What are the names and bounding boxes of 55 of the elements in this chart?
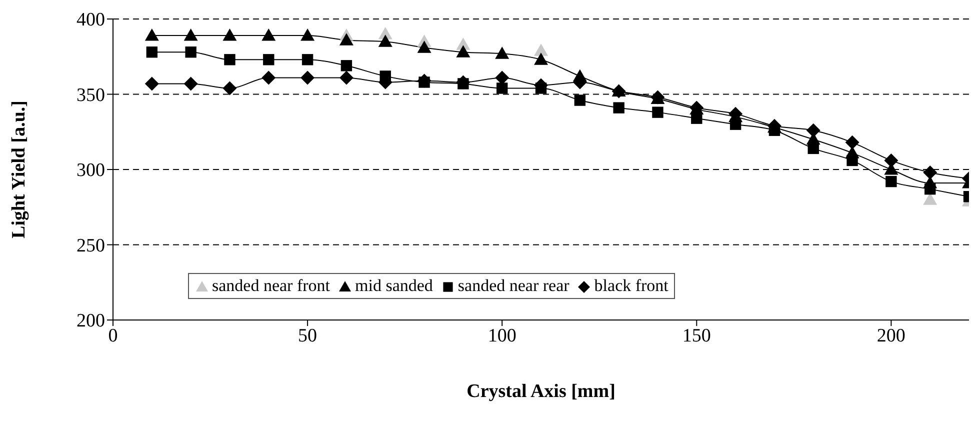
x-tick-label: 150	[682, 325, 711, 346]
point	[534, 52, 548, 65]
point	[886, 176, 897, 188]
y-tick-label: 300	[76, 160, 105, 182]
x-axis-title: Crystal Axis [mm]	[466, 381, 616, 402]
point	[924, 183, 936, 195]
y-axis-title: Light Yield [a.u.]	[8, 100, 30, 238]
point	[495, 46, 510, 59]
point	[339, 33, 354, 46]
legend-label: sanded near rear	[458, 276, 570, 296]
point	[144, 28, 159, 41]
point	[262, 70, 276, 85]
point	[806, 123, 820, 138]
point	[574, 94, 586, 106]
legend-label: mid sanded	[355, 276, 433, 296]
point	[184, 28, 198, 41]
point	[495, 70, 510, 85]
point	[456, 75, 470, 90]
point	[496, 82, 508, 94]
point	[845, 135, 860, 150]
point	[224, 54, 236, 66]
point	[456, 45, 470, 58]
point	[144, 76, 159, 91]
point	[534, 44, 548, 56]
point	[340, 60, 352, 72]
y-tick-label: 400	[76, 10, 105, 31]
point	[185, 46, 196, 58]
y-tick-label: 350	[76, 84, 105, 106]
point	[923, 192, 938, 205]
point	[302, 54, 314, 66]
x-tick-label: 100	[488, 325, 516, 346]
point	[300, 28, 315, 41]
point	[923, 166, 938, 180]
point	[300, 70, 315, 85]
point	[222, 28, 237, 41]
x-tick-label: 0	[108, 325, 118, 346]
y-tick-label: 200	[76, 310, 105, 332]
point	[378, 34, 392, 47]
point	[652, 106, 664, 118]
point	[339, 70, 354, 85]
legend-label: black front	[594, 276, 668, 296]
point	[263, 54, 274, 66]
point	[884, 153, 898, 168]
point	[417, 74, 432, 88]
point	[184, 76, 198, 91]
y-tick-label: 250	[76, 235, 105, 256]
point	[262, 28, 276, 41]
point	[846, 154, 858, 166]
point	[417, 40, 432, 53]
x-tick-label: 50	[298, 325, 318, 346]
point	[146, 46, 158, 58]
point	[613, 102, 624, 114]
x-tick-label: 200	[876, 325, 906, 346]
legend-label: sanded near front	[212, 276, 330, 296]
point	[222, 81, 237, 96]
